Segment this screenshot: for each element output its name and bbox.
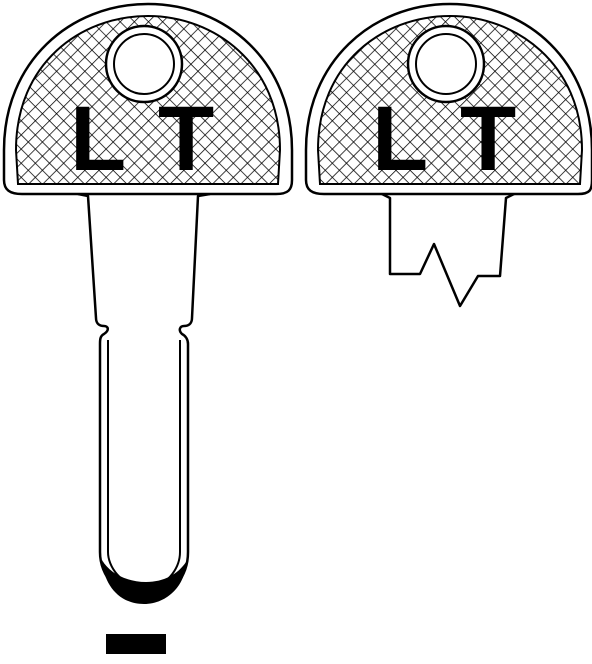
- brand-letter-right: T: [158, 88, 214, 190]
- brand-letter-left: L: [70, 88, 126, 190]
- brand-letter-left-right-key: L: [372, 88, 428, 190]
- full-key-blank: L T: [2, 2, 294, 654]
- cut-key-profile: L T: [304, 2, 592, 308]
- key-size-bar: [106, 634, 166, 654]
- key-blade-outline: [77, 192, 211, 600]
- key-cut-profile-outline: [381, 192, 515, 308]
- brand-letter-right-right-key: T: [460, 88, 516, 190]
- key-tip-marking: [102, 560, 186, 604]
